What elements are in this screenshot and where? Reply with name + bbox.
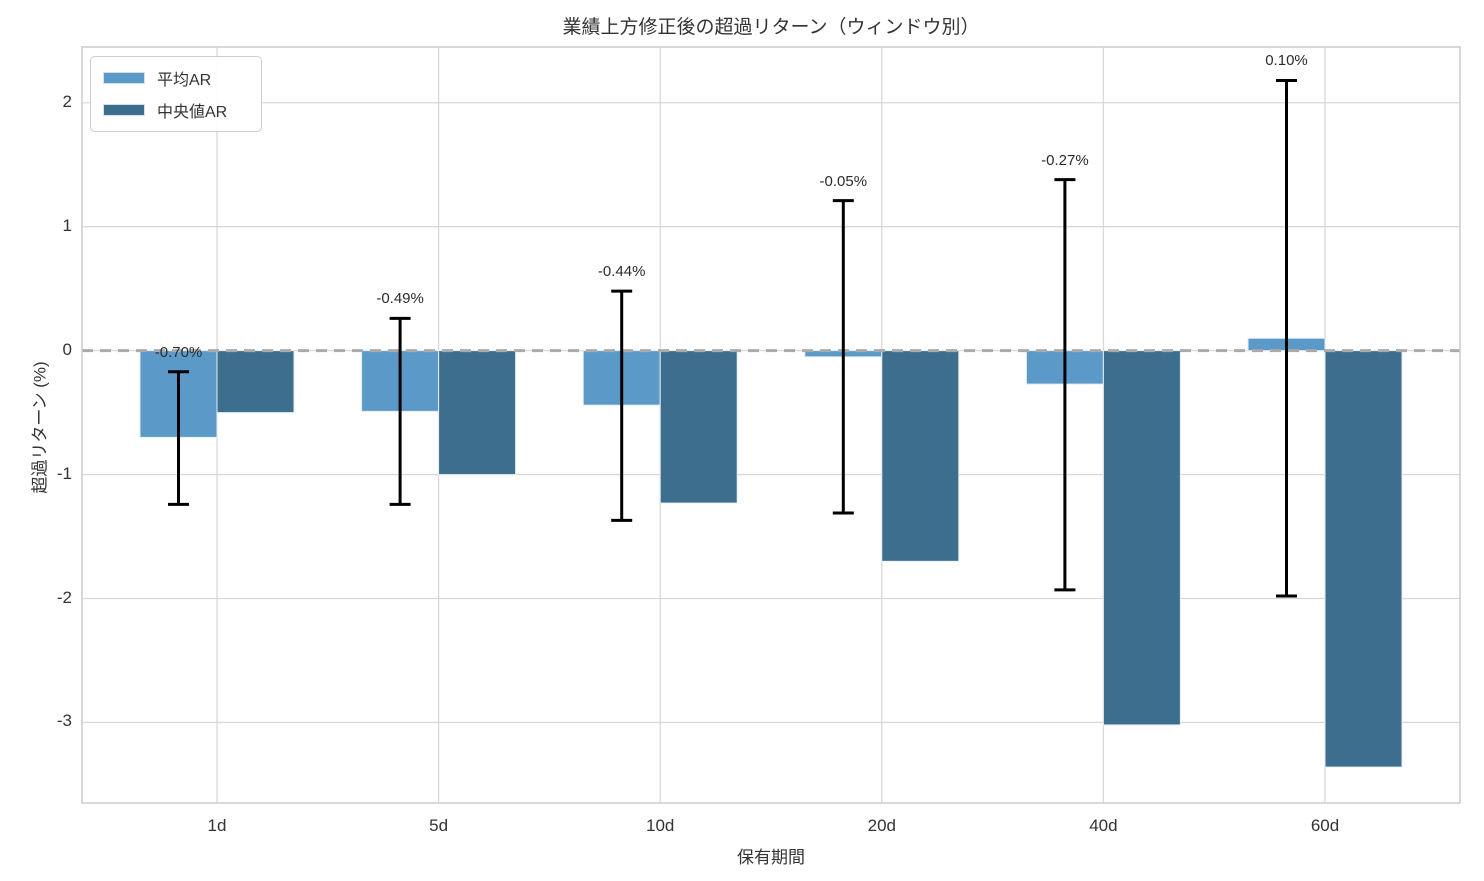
x-tick-label-20d: 20d [867, 816, 896, 835]
bar-10d-series1 [659, 350, 738, 504]
bar-20d-series1 [881, 350, 960, 562]
x-tick-label-60d: 60d [1310, 816, 1340, 835]
legend-item-series1: 中央値AR [103, 98, 249, 122]
bar-value-label-20d: -0.05% [819, 172, 868, 190]
bar-value-label-1d: -0.70% [154, 343, 203, 361]
bar-60d-series1 [1324, 350, 1403, 768]
legend: 平均AR 中央値AR [90, 56, 262, 132]
bar-value-label-5d: -0.49% [376, 290, 424, 308]
plot-background [82, 47, 1460, 803]
legend-swatch-icon [103, 104, 145, 116]
x-tick-label-40d: 40d [1089, 816, 1118, 835]
chart-title: 業績上方修正後の超過リターン（ウィンドウ別） [562, 17, 980, 38]
y-tick-label--1: -1 [56, 463, 72, 483]
y-tick-label-1: 1 [62, 215, 72, 235]
bar-1d-series1 [216, 350, 295, 414]
x-tick-label-1d: 1d [207, 816, 227, 835]
plot-border [81, 46, 1461, 804]
legend-label: 平均AR [157, 72, 212, 89]
y-tick-label--3: -3 [56, 711, 72, 731]
bar-40d-series1 [1102, 350, 1181, 726]
bar-5d-series1 [438, 350, 517, 476]
x-axis-label: 保有期間 [737, 848, 805, 867]
bar-value-label-10d: -0.44% [597, 263, 646, 281]
y-tick-label-0: 0 [62, 339, 72, 359]
legend-label: 中央値AR [157, 104, 228, 121]
bar-value-label-60d: 0.10% [1265, 52, 1308, 70]
y-tick-label--2: -2 [56, 587, 72, 607]
y-tick-label-2: 2 [62, 91, 72, 111]
x-tick-label-5d: 5d [429, 816, 449, 835]
legend-swatch-icon [103, 72, 145, 84]
legend-item-series0: 平均AR [103, 66, 249, 90]
bar-value-label-40d: -0.27% [1041, 151, 1089, 169]
x-tick-label-10d: 10d [646, 816, 675, 835]
